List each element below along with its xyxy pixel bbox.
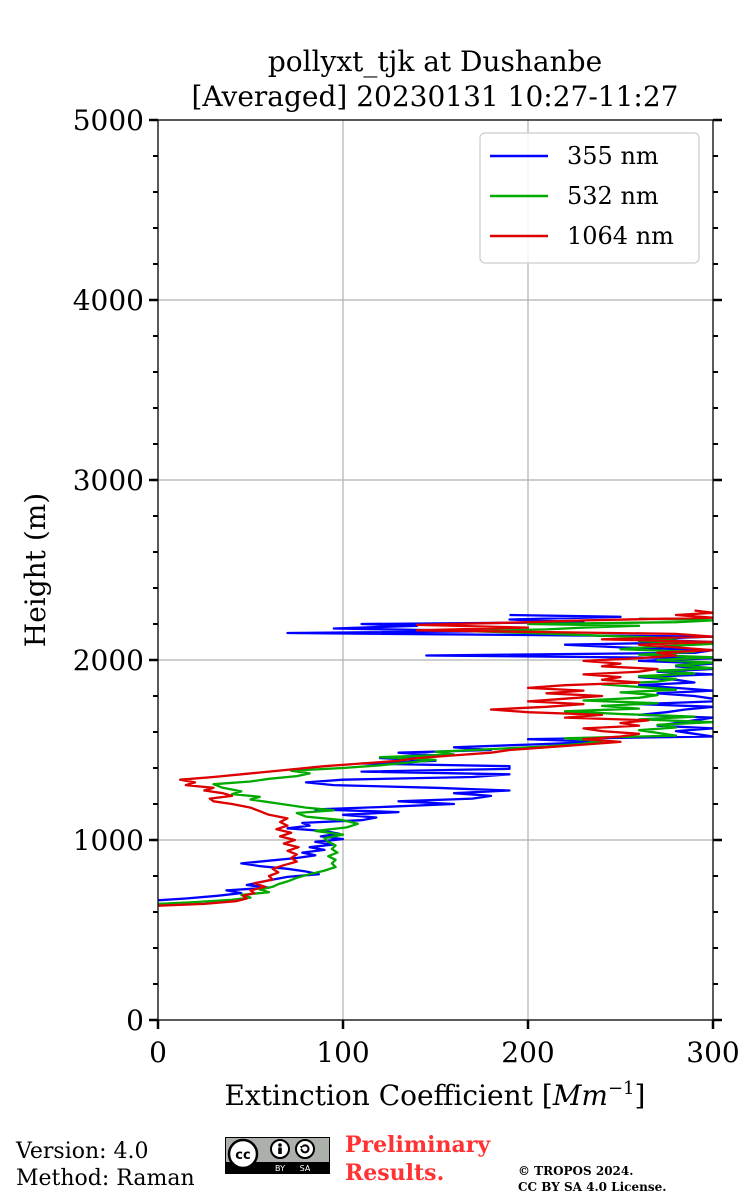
- x-axis-label: Extinction Coefficient [Mm−1]: [225, 1078, 646, 1112]
- y-tick-label: 3000: [73, 464, 144, 497]
- copyright-line2: CC BY SA 4.0 License.: [518, 1180, 667, 1194]
- cc-icon: [227, 1138, 259, 1170]
- cc-by-sa-license-badge: cc BY SA: [225, 1137, 330, 1174]
- plot-frame: [157, 119, 714, 1021]
- legend-box: [479, 132, 700, 264]
- chart-legend: 355 nm 532 nm 1064 nm: [479, 132, 700, 264]
- chart-series-layer: [158, 609, 713, 907]
- chart-title-line1: pollyxt_tjk at Dushanbe: [268, 45, 602, 78]
- legend-label-532: 532 nm: [567, 182, 659, 210]
- svg-text:SA: SA: [300, 1164, 311, 1173]
- y-tick-label: 1000: [73, 824, 144, 857]
- y-tick-label: 2000: [73, 644, 144, 677]
- y-tick-label: 0: [126, 1004, 144, 1037]
- series-line-1064-nm: [158, 609, 713, 907]
- preliminary-notice-line1: Preliminary: [345, 1132, 491, 1158]
- chart-title-line2: [Averaged] 20230131 10:27-11:27: [192, 80, 679, 113]
- method-text: Method: Raman: [16, 1166, 195, 1191]
- y-axis-label: Height (m): [19, 493, 52, 647]
- x-tick-label: 0: [149, 1036, 167, 1069]
- x-tick-label: 100: [316, 1036, 369, 1069]
- share-alike-icon: [295, 1139, 315, 1159]
- chart-grid: [158, 120, 713, 1020]
- x-tick-label: 300: [686, 1036, 739, 1069]
- y-tick-label: 4000: [73, 284, 144, 317]
- svg-text:cc: cc: [235, 1148, 250, 1163]
- version-text: Version: 4.0: [16, 1139, 149, 1164]
- copyright-line1: © TROPOS 2024.: [518, 1164, 634, 1178]
- x-tick-label: 200: [501, 1036, 554, 1069]
- svg-text:BY: BY: [275, 1164, 285, 1173]
- series-line-532-nm: [158, 617, 713, 906]
- preliminary-notice-line2: Results.: [345, 1160, 445, 1186]
- y-tick-label: 5000: [73, 104, 144, 137]
- legend-label-1064: 1064 nm: [567, 222, 674, 250]
- legend-label-355: 355 nm: [567, 142, 659, 170]
